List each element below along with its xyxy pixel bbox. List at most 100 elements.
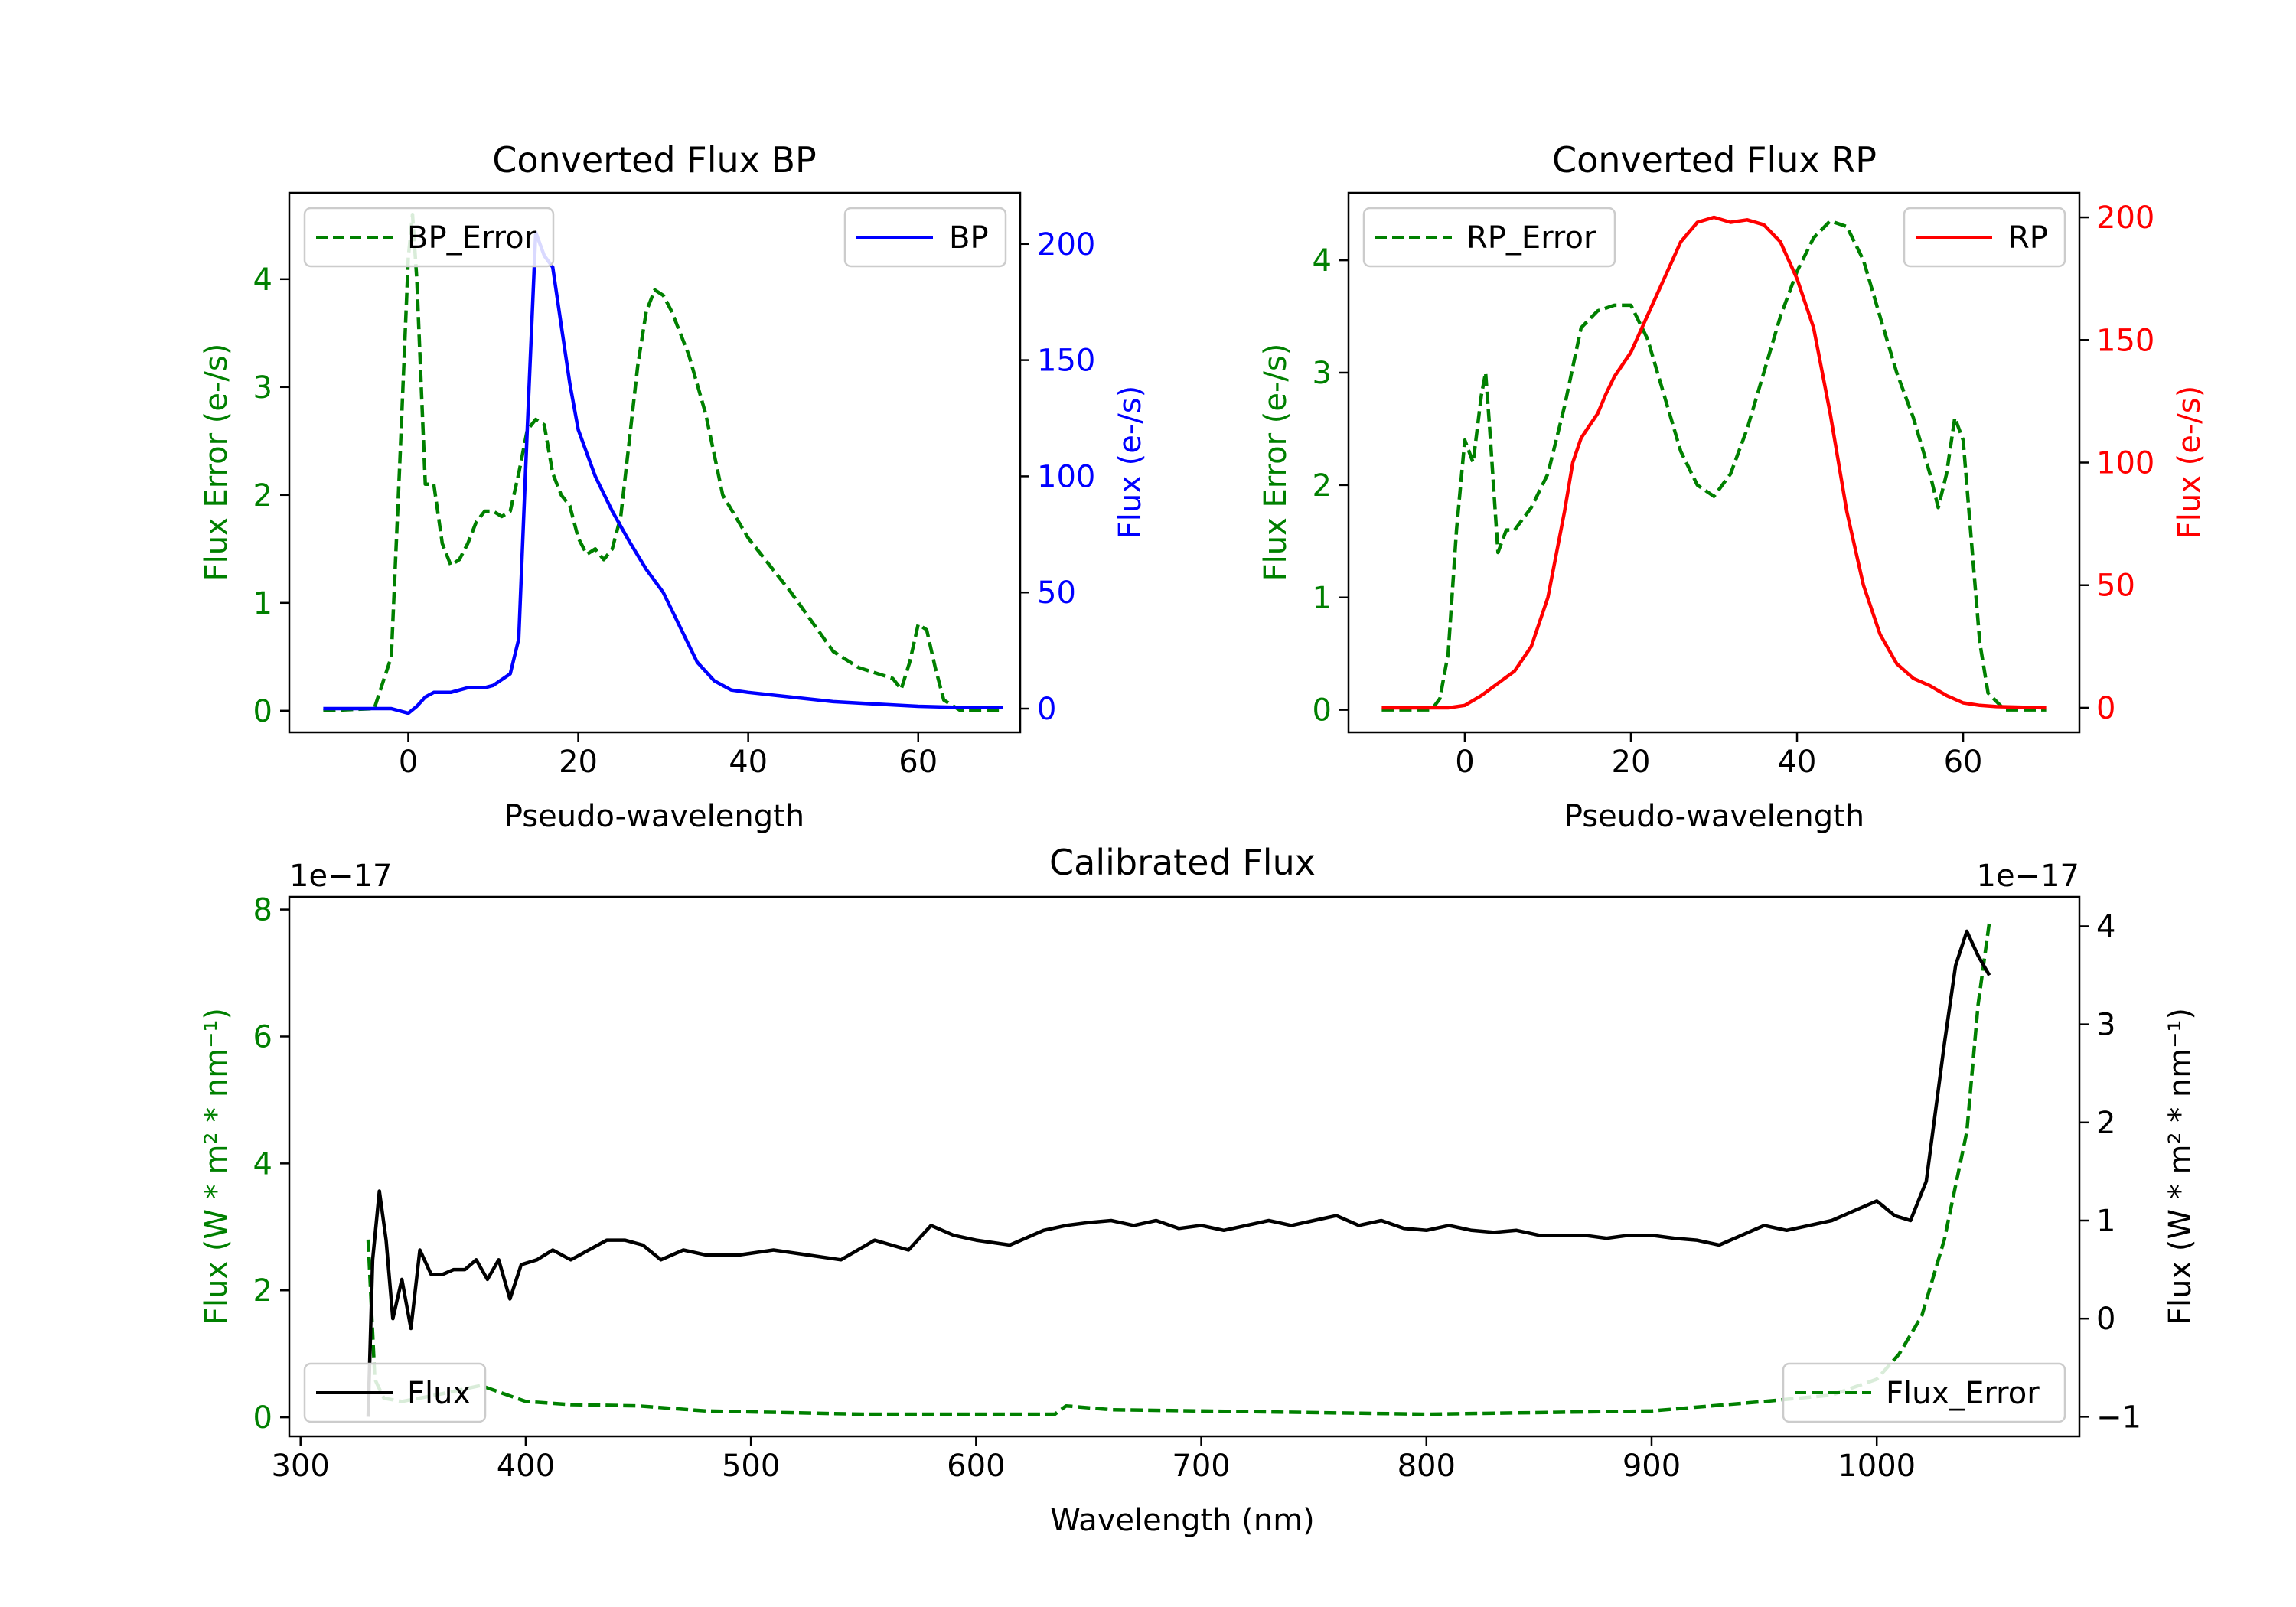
bp-left-y-tick-label: 2 <box>253 478 272 513</box>
calibrated-error-legend-label: Flux_Error <box>1886 1376 2040 1411</box>
calibrated-x-axis-label: Wavelength (nm) <box>1050 1503 1315 1538</box>
calibrated-right-y-tick-label: 3 <box>2096 1008 2115 1043</box>
rp-left-y-axis-label: Flux Error (e-/s) <box>1258 344 1293 582</box>
bp-left-y-tick-label: 4 <box>253 262 272 298</box>
calibrated-x-tick-label: 800 <box>1397 1449 1456 1484</box>
calibrated-plot-frame <box>288 895 2081 1438</box>
calibrated-flux-legend: Flux <box>303 1362 487 1423</box>
rp-left-y-tick-label: 2 <box>1313 468 1332 504</box>
bp-bp-line <box>323 230 1003 715</box>
calibrated-left-scale-label: 1e−17 <box>289 859 392 894</box>
bp-x-tick-label: 20 <box>559 745 598 780</box>
rp-right-y-tick-label: 0 <box>2096 691 2115 726</box>
rp-left-y-tick-label: 4 <box>1313 243 1332 279</box>
rp-right-y-tick-label: 100 <box>2096 446 2154 481</box>
rp-rp-error-line <box>1381 219 2047 712</box>
bp-left-y-axis-label: Flux Error (e-/s) <box>199 344 234 582</box>
bp-bp-error-line <box>323 212 1003 713</box>
calibrated-left-y-tick-label: 6 <box>253 1019 272 1054</box>
bp-flux-legend-label: BP <box>949 220 989 256</box>
bp-right-y-tick-label: 200 <box>1037 227 1095 262</box>
bp-left-y-tick-label: 0 <box>253 694 272 729</box>
rp-right-y-tick-label: 150 <box>2096 323 2154 358</box>
calibrated-title: Calibrated Flux <box>1049 842 1316 883</box>
calibrated-flux-line-layer <box>366 929 1991 1417</box>
rp-x-tick-label: 40 <box>1778 745 1817 780</box>
bp-x-axis-label: Pseudo-wavelength <box>504 799 804 834</box>
calibrated-flux-line <box>366 929 1991 1417</box>
bp-left-y-tick-label: 1 <box>253 586 272 621</box>
bp-left-y-ticks: 0 1 2 3 4 <box>253 262 289 729</box>
rp-x-tick-label: 60 <box>1944 745 1983 780</box>
bp-subplot: Converted Flux BP 0 20 40 60 0 1 2 3 4 0 50 100 15… <box>199 139 1148 834</box>
calibrated-right-y-tick-label: 0 <box>2096 1302 2115 1337</box>
calibrated-left-y-tick-label: 8 <box>253 893 272 928</box>
rp-error-legend-label: RP_Error <box>1466 220 1596 256</box>
bp-flux-legend: BP <box>843 207 1007 268</box>
rp-left-y-tick-label: 1 <box>1313 581 1332 616</box>
bp-right-y-axis-label: Flux (e-/s) <box>1113 386 1148 539</box>
rp-plot-frame <box>1347 191 2081 734</box>
rp-right-y-tick-label: 50 <box>2096 569 2135 604</box>
calibrated-error-legend-frame <box>1782 1362 2066 1423</box>
rp-flux-line-layer <box>1381 215 2047 710</box>
calibrated-right-y-ticks: −1 0 1 2 3 4 <box>2079 909 2141 1435</box>
bp-error-legend-label: BP_Error <box>407 220 537 256</box>
rp-x-ticks: 0 20 40 60 <box>1455 732 1983 780</box>
calibrated-x-tick-label: 400 <box>497 1449 555 1484</box>
calibrated-x-ticks: 300 400 500 600 700 800 900 1000 <box>272 1436 1916 1484</box>
calibrated-flux-legend-frame <box>303 1362 487 1423</box>
calibrated-x-tick-label: 600 <box>947 1449 1005 1484</box>
bp-right-y-tick-label: 150 <box>1037 344 1095 379</box>
calibrated-right-y-tick-label: −1 <box>2096 1400 2141 1435</box>
bp-flux-line-layer <box>323 230 1003 715</box>
bp-x-tick-label: 60 <box>899 745 938 780</box>
rp-left-y-tick-label: 3 <box>1313 356 1332 391</box>
rp-x-tick-label: 0 <box>1455 745 1474 780</box>
bp-x-tick-label: 0 <box>399 745 418 780</box>
calibrated-error-legend: Flux_Error <box>1782 1362 2066 1423</box>
calibrated-x-tick-label: 700 <box>1172 1449 1230 1484</box>
calibrated-right-y-tick-label: 1 <box>2096 1204 2115 1239</box>
bp-plot-frame <box>288 191 1022 734</box>
bp-right-y-tick-label: 100 <box>1037 459 1095 494</box>
calibrated-x-tick-label: 500 <box>722 1449 780 1484</box>
calibrated-right-y-tick-label: 2 <box>2096 1106 2115 1141</box>
calibrated-error-line-layer <box>366 921 1991 1416</box>
rp-rp-line <box>1381 215 2047 710</box>
rp-left-y-tick-label: 0 <box>1313 693 1332 729</box>
rp-error-legend: RP_Error <box>1362 207 1616 268</box>
bp-right-y-ticks: 0 50 100 150 200 <box>1020 227 1095 727</box>
bp-error-legend: BP_Error <box>303 207 555 268</box>
calibrated-flux-error-line <box>366 921 1991 1416</box>
rp-title: Converted Flux RP <box>1552 139 1877 181</box>
calibrated-left-y-tick-label: 2 <box>253 1273 272 1309</box>
calibrated-right-y-tick-label: 4 <box>2096 909 2115 944</box>
bp-x-tick-label: 40 <box>729 745 768 780</box>
calibrated-x-tick-label: 300 <box>272 1449 330 1484</box>
rp-left-y-ticks: 0 1 2 3 4 <box>1313 243 1349 729</box>
bp-right-y-tick-label: 50 <box>1037 575 1076 611</box>
rp-right-y-tick-label: 200 <box>2096 200 2154 236</box>
rp-x-axis-label: Pseudo-wavelength <box>1564 799 1864 834</box>
calibrated-x-tick-label: 1000 <box>1838 1449 1916 1484</box>
rp-flux-legend: RP <box>1903 207 2066 268</box>
calibrated-left-y-tick-label: 0 <box>253 1400 272 1436</box>
calibrated-right-y-axis-label: Flux (W * m² * nm⁻¹) <box>2163 1008 2198 1325</box>
bp-title: Converted Flux BP <box>492 139 817 181</box>
bp-error-legend-frame <box>303 207 555 268</box>
bp-left-y-tick-label: 3 <box>253 370 272 406</box>
calibrated-subplot: Calibrated Flux 1e−17 1e−17 300 400 500 600… <box>199 842 2198 1538</box>
rp-flux-legend-label: RP <box>2008 220 2048 256</box>
rp-error-legend-frame <box>1362 207 1616 268</box>
bp-x-ticks: 0 20 40 60 <box>399 732 938 780</box>
calibrated-right-scale-label: 1e−17 <box>1977 859 2079 894</box>
rp-error-line-layer <box>1381 219 2047 712</box>
calibrated-left-y-tick-label: 4 <box>253 1146 272 1182</box>
calibrated-left-y-ticks: 0 2 4 6 8 <box>253 893 289 1436</box>
rp-right-y-ticks: 0 50 100 150 200 <box>2079 200 2154 726</box>
calibrated-left-y-axis-label: Flux (W * m² * nm⁻¹) <box>199 1008 234 1325</box>
rp-right-y-axis-label: Flux (e-/s) <box>2172 386 2207 539</box>
rp-subplot: Converted Flux RP 0 20 40 60 0 1 2 3 4 0 50 100 15… <box>1258 139 2207 834</box>
